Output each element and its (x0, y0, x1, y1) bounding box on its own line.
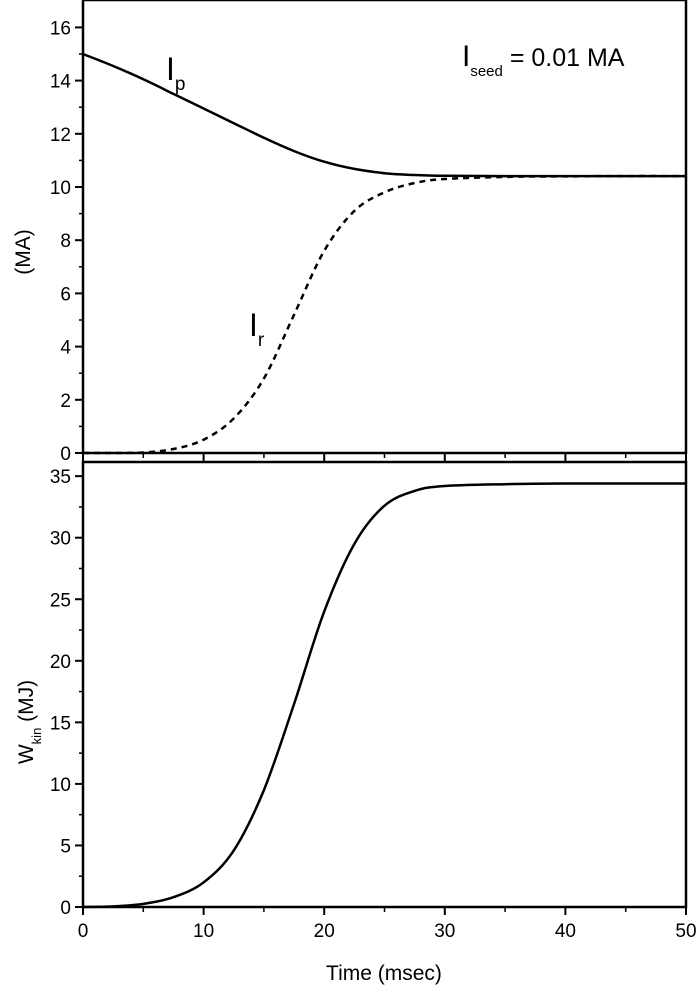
wkin-curve (82, 482, 686, 909)
tick-label: 0 (78, 921, 89, 942)
bottom-y-axis-title: Wkin (MJ) (15, 680, 44, 764)
tick-label: 16 (50, 18, 71, 39)
tick-label: 14 (50, 72, 72, 93)
tick-label: 30 (434, 921, 455, 942)
tick-label: 20 (314, 921, 335, 942)
tick-label: 0 (60, 898, 71, 919)
tick-label: 10 (193, 921, 214, 942)
tick-label: 8 (60, 231, 71, 252)
tick-label: 12 (50, 125, 71, 146)
iseed-annotation: Iseed = 0.01 MA (462, 40, 625, 80)
ip-label: Ip (166, 51, 185, 95)
bottom-x-axis-ticks: 0 10 20 30 40 50 (78, 907, 697, 942)
tick-label: 35 (50, 467, 71, 488)
tick-label: 5 (60, 836, 71, 857)
bottom-y-axis-ticks: 0 5 10 15 20 25 30 35 (50, 467, 83, 919)
tick-label: 10 (50, 178, 71, 199)
tick-label: 2 (60, 391, 71, 412)
tick-label: 25 (50, 590, 71, 611)
bottom-panel-energy: 0 5 10 15 20 25 30 35 0 10 20 30 40 50 Wkin (MJ) Tim… (15, 460, 697, 985)
tick-label: 40 (555, 921, 576, 942)
ir-curve (82, 174, 687, 455)
tick-label: 15 (50, 713, 71, 734)
x-axis-title: Time (msec) (326, 962, 442, 985)
top-y-axis-ticks: 0 2 4 6 8 10 12 14 16 (50, 18, 83, 465)
top-x-axis-ticks (82, 453, 687, 461)
top-panel-current: 0 2 4 6 8 10 12 14 16 Ip Ir Iseed = 0.01 MA (MA) (12, 0, 688, 465)
ir-label: Ir (249, 307, 265, 351)
tick-label: 50 (675, 921, 696, 942)
bottom-plot-frame (81, 460, 688, 909)
tick-label: 6 (60, 284, 71, 305)
tick-label: 10 (50, 775, 71, 796)
tick-label: 20 (50, 652, 71, 673)
tick-label: 0 (60, 444, 71, 465)
top-y-axis-title: (MA) (12, 229, 35, 275)
tick-label: 4 (60, 338, 71, 359)
tick-label: 30 (50, 529, 71, 550)
